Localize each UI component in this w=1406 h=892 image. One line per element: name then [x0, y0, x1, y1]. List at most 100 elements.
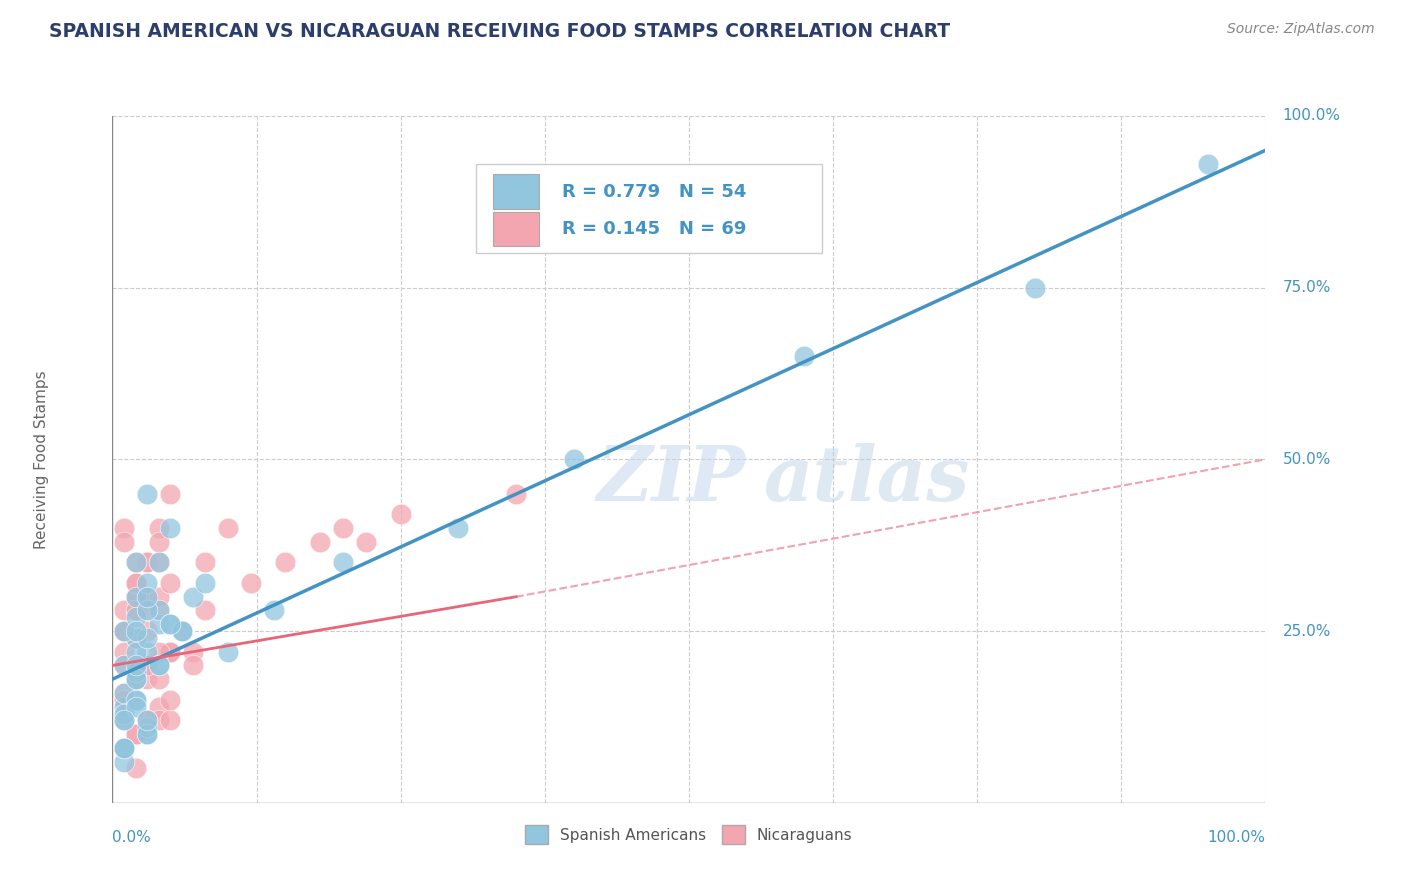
Point — [148, 617, 170, 632]
Point — [389, 508, 412, 522]
Point — [1197, 157, 1219, 171]
Text: 25.0%: 25.0% — [1282, 624, 1331, 639]
Point — [354, 534, 377, 549]
Point — [217, 645, 239, 659]
Point — [124, 727, 146, 741]
Point — [124, 727, 146, 741]
Point — [136, 714, 159, 728]
Point — [181, 590, 204, 604]
Point — [136, 720, 159, 734]
Point — [124, 590, 146, 604]
Point — [136, 590, 159, 604]
Point — [124, 645, 146, 659]
Point — [136, 603, 159, 617]
Point — [124, 762, 146, 776]
Point — [112, 740, 135, 755]
Point — [124, 590, 146, 604]
Point — [159, 714, 181, 728]
Point — [136, 714, 159, 728]
Point — [148, 555, 170, 570]
Point — [124, 576, 146, 591]
Point — [136, 555, 159, 570]
Point — [274, 555, 297, 570]
Point — [112, 740, 135, 755]
Point — [124, 631, 146, 645]
Point — [148, 714, 170, 728]
Point — [124, 631, 146, 645]
Text: 100.0%: 100.0% — [1282, 109, 1341, 123]
Legend: Spanish Americans, Nicaraguans: Spanish Americans, Nicaraguans — [519, 819, 859, 850]
Point — [136, 645, 159, 659]
Point — [148, 658, 170, 673]
Point — [1024, 281, 1046, 295]
Point — [112, 706, 135, 721]
Point — [124, 692, 146, 706]
FancyBboxPatch shape — [494, 212, 538, 246]
Point — [332, 555, 354, 570]
Point — [136, 555, 159, 570]
Point — [159, 645, 181, 659]
Point — [112, 624, 135, 639]
Text: 50.0%: 50.0% — [1282, 452, 1331, 467]
Point — [112, 658, 135, 673]
Point — [124, 672, 146, 686]
Point — [112, 740, 135, 755]
Point — [112, 534, 135, 549]
Point — [505, 487, 527, 501]
Point — [309, 534, 332, 549]
Point — [136, 714, 159, 728]
Point — [148, 603, 170, 617]
Point — [112, 692, 135, 706]
Point — [124, 692, 146, 706]
Point — [124, 672, 146, 686]
Point — [194, 603, 217, 617]
Point — [112, 645, 135, 659]
Point — [181, 658, 204, 673]
Point — [112, 658, 135, 673]
Text: Source: ZipAtlas.com: Source: ZipAtlas.com — [1227, 22, 1375, 37]
Point — [239, 576, 262, 591]
Point — [194, 576, 217, 591]
Point — [159, 692, 181, 706]
Point — [112, 714, 135, 728]
Text: R = 0.779   N = 54: R = 0.779 N = 54 — [562, 183, 747, 201]
Point — [136, 576, 159, 591]
Point — [136, 658, 159, 673]
Point — [112, 714, 135, 728]
Point — [159, 617, 181, 632]
Text: 75.0%: 75.0% — [1282, 280, 1331, 295]
Point — [136, 590, 159, 604]
Point — [136, 590, 159, 604]
Point — [136, 658, 159, 673]
Point — [263, 603, 285, 617]
Point — [124, 590, 146, 604]
Point — [124, 555, 146, 570]
Point — [124, 665, 146, 680]
Point — [124, 603, 146, 617]
Point — [124, 624, 146, 639]
Point — [136, 487, 159, 501]
Point — [112, 603, 135, 617]
Point — [148, 521, 170, 535]
Point — [136, 727, 159, 741]
Point — [136, 624, 159, 639]
Point — [148, 645, 170, 659]
Text: atlas: atlas — [763, 443, 970, 517]
Point — [124, 672, 146, 686]
Point — [124, 658, 146, 673]
Point — [159, 617, 181, 632]
Point — [124, 576, 146, 591]
Point — [124, 699, 146, 714]
Text: Receiving Food Stamps: Receiving Food Stamps — [34, 370, 49, 549]
Point — [136, 658, 159, 673]
Point — [112, 624, 135, 639]
Point — [112, 521, 135, 535]
Point — [112, 740, 135, 755]
Point — [217, 521, 239, 535]
Point — [562, 452, 585, 467]
Point — [170, 624, 193, 639]
Point — [112, 714, 135, 728]
FancyBboxPatch shape — [475, 164, 821, 253]
Point — [112, 755, 135, 769]
Point — [112, 692, 135, 706]
